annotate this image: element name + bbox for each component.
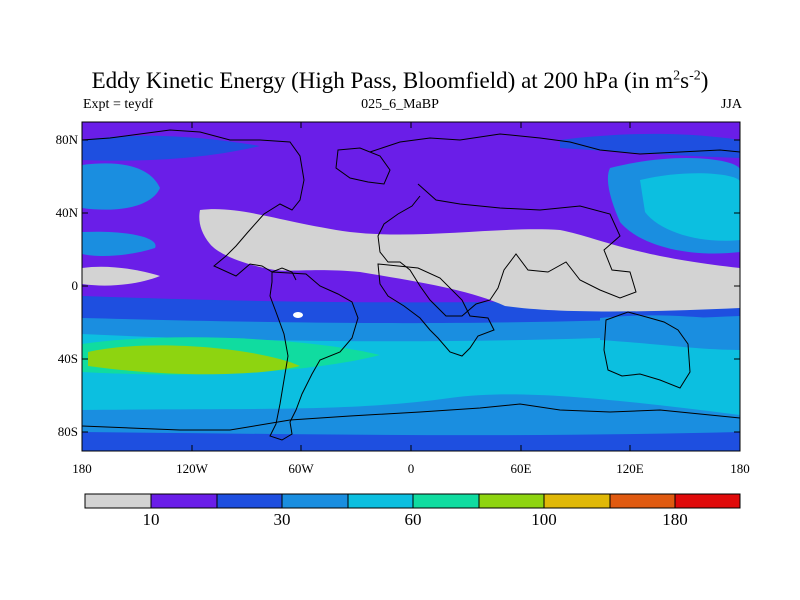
colorbar-label-180: 180 — [662, 510, 688, 529]
antarctica-outline — [81, 403, 741, 431]
colorbar-label-30: 30 — [273, 510, 291, 529]
band-west-low — [82, 231, 156, 256]
colorbar-label-60: 60 — [404, 510, 422, 529]
band-north-east — [560, 133, 740, 158]
band-below-10-west — [82, 266, 160, 286]
lat-label-80s: 80S — [57, 424, 78, 439]
lon-label-180e: 180 — [730, 461, 750, 476]
run-id-label: 025_6_MaBP — [361, 97, 439, 112]
colorbar-swatch-2 — [217, 494, 282, 508]
colorbar-swatch-5 — [413, 494, 479, 508]
eurasia-outline — [369, 133, 741, 317]
axis-ticks — [81, 122, 741, 451]
australia-outline — [603, 311, 691, 389]
lat-label-80n: 80N — [55, 132, 78, 147]
colorbar-swatch-3 — [282, 494, 348, 508]
lon-label-0: 0 — [407, 461, 415, 476]
colorbar — [84, 493, 741, 509]
band-below-10-main — [199, 209, 741, 312]
map-panel — [81, 121, 741, 452]
lat-label-0: 0 — [71, 278, 79, 293]
map-title: Eddy Kinetic Energy (High Pass, Bloomfie… — [91, 68, 709, 93]
colorbar-swatch-1 — [151, 494, 217, 508]
africa-outline — [377, 263, 495, 357]
band-100-140 — [88, 345, 300, 375]
band-east-inner — [640, 173, 740, 241]
band-west-mid — [82, 163, 160, 210]
colorbar-label-10: 10 — [142, 510, 160, 529]
lon-label-60w: 60W — [288, 461, 314, 476]
lon-label-120w: 120W — [176, 461, 208, 476]
lat-label-40s: 40S — [57, 351, 78, 366]
colorbar-swatch-7 — [544, 494, 610, 508]
season-label: JJA — [720, 97, 742, 112]
band-east-south-inner — [600, 315, 740, 350]
south-america-outline — [269, 271, 359, 441]
colorbar-swatch-4 — [348, 494, 413, 508]
lon-label-60e: 60E — [510, 461, 532, 476]
lat-label-40n: 40N — [55, 205, 78, 220]
north-america-outline — [81, 129, 305, 281]
colorbar-swatch-0 — [85, 494, 151, 508]
experiment-label: Expt = teydf — [83, 97, 154, 112]
greenland-outline — [335, 147, 391, 185]
lon-label-120e: 120E — [616, 461, 644, 476]
colorbar-label-100: 100 — [531, 510, 557, 529]
colorbar-swatch-9 — [675, 494, 740, 508]
missing-value-spot — [293, 312, 303, 318]
colorbar-swatch-6 — [479, 494, 544, 508]
land-outlines — [81, 129, 741, 441]
lon-label-180w: 180 — [72, 461, 92, 476]
colorbar-swatch-8 — [610, 494, 675, 508]
band-north-west — [82, 135, 260, 161]
